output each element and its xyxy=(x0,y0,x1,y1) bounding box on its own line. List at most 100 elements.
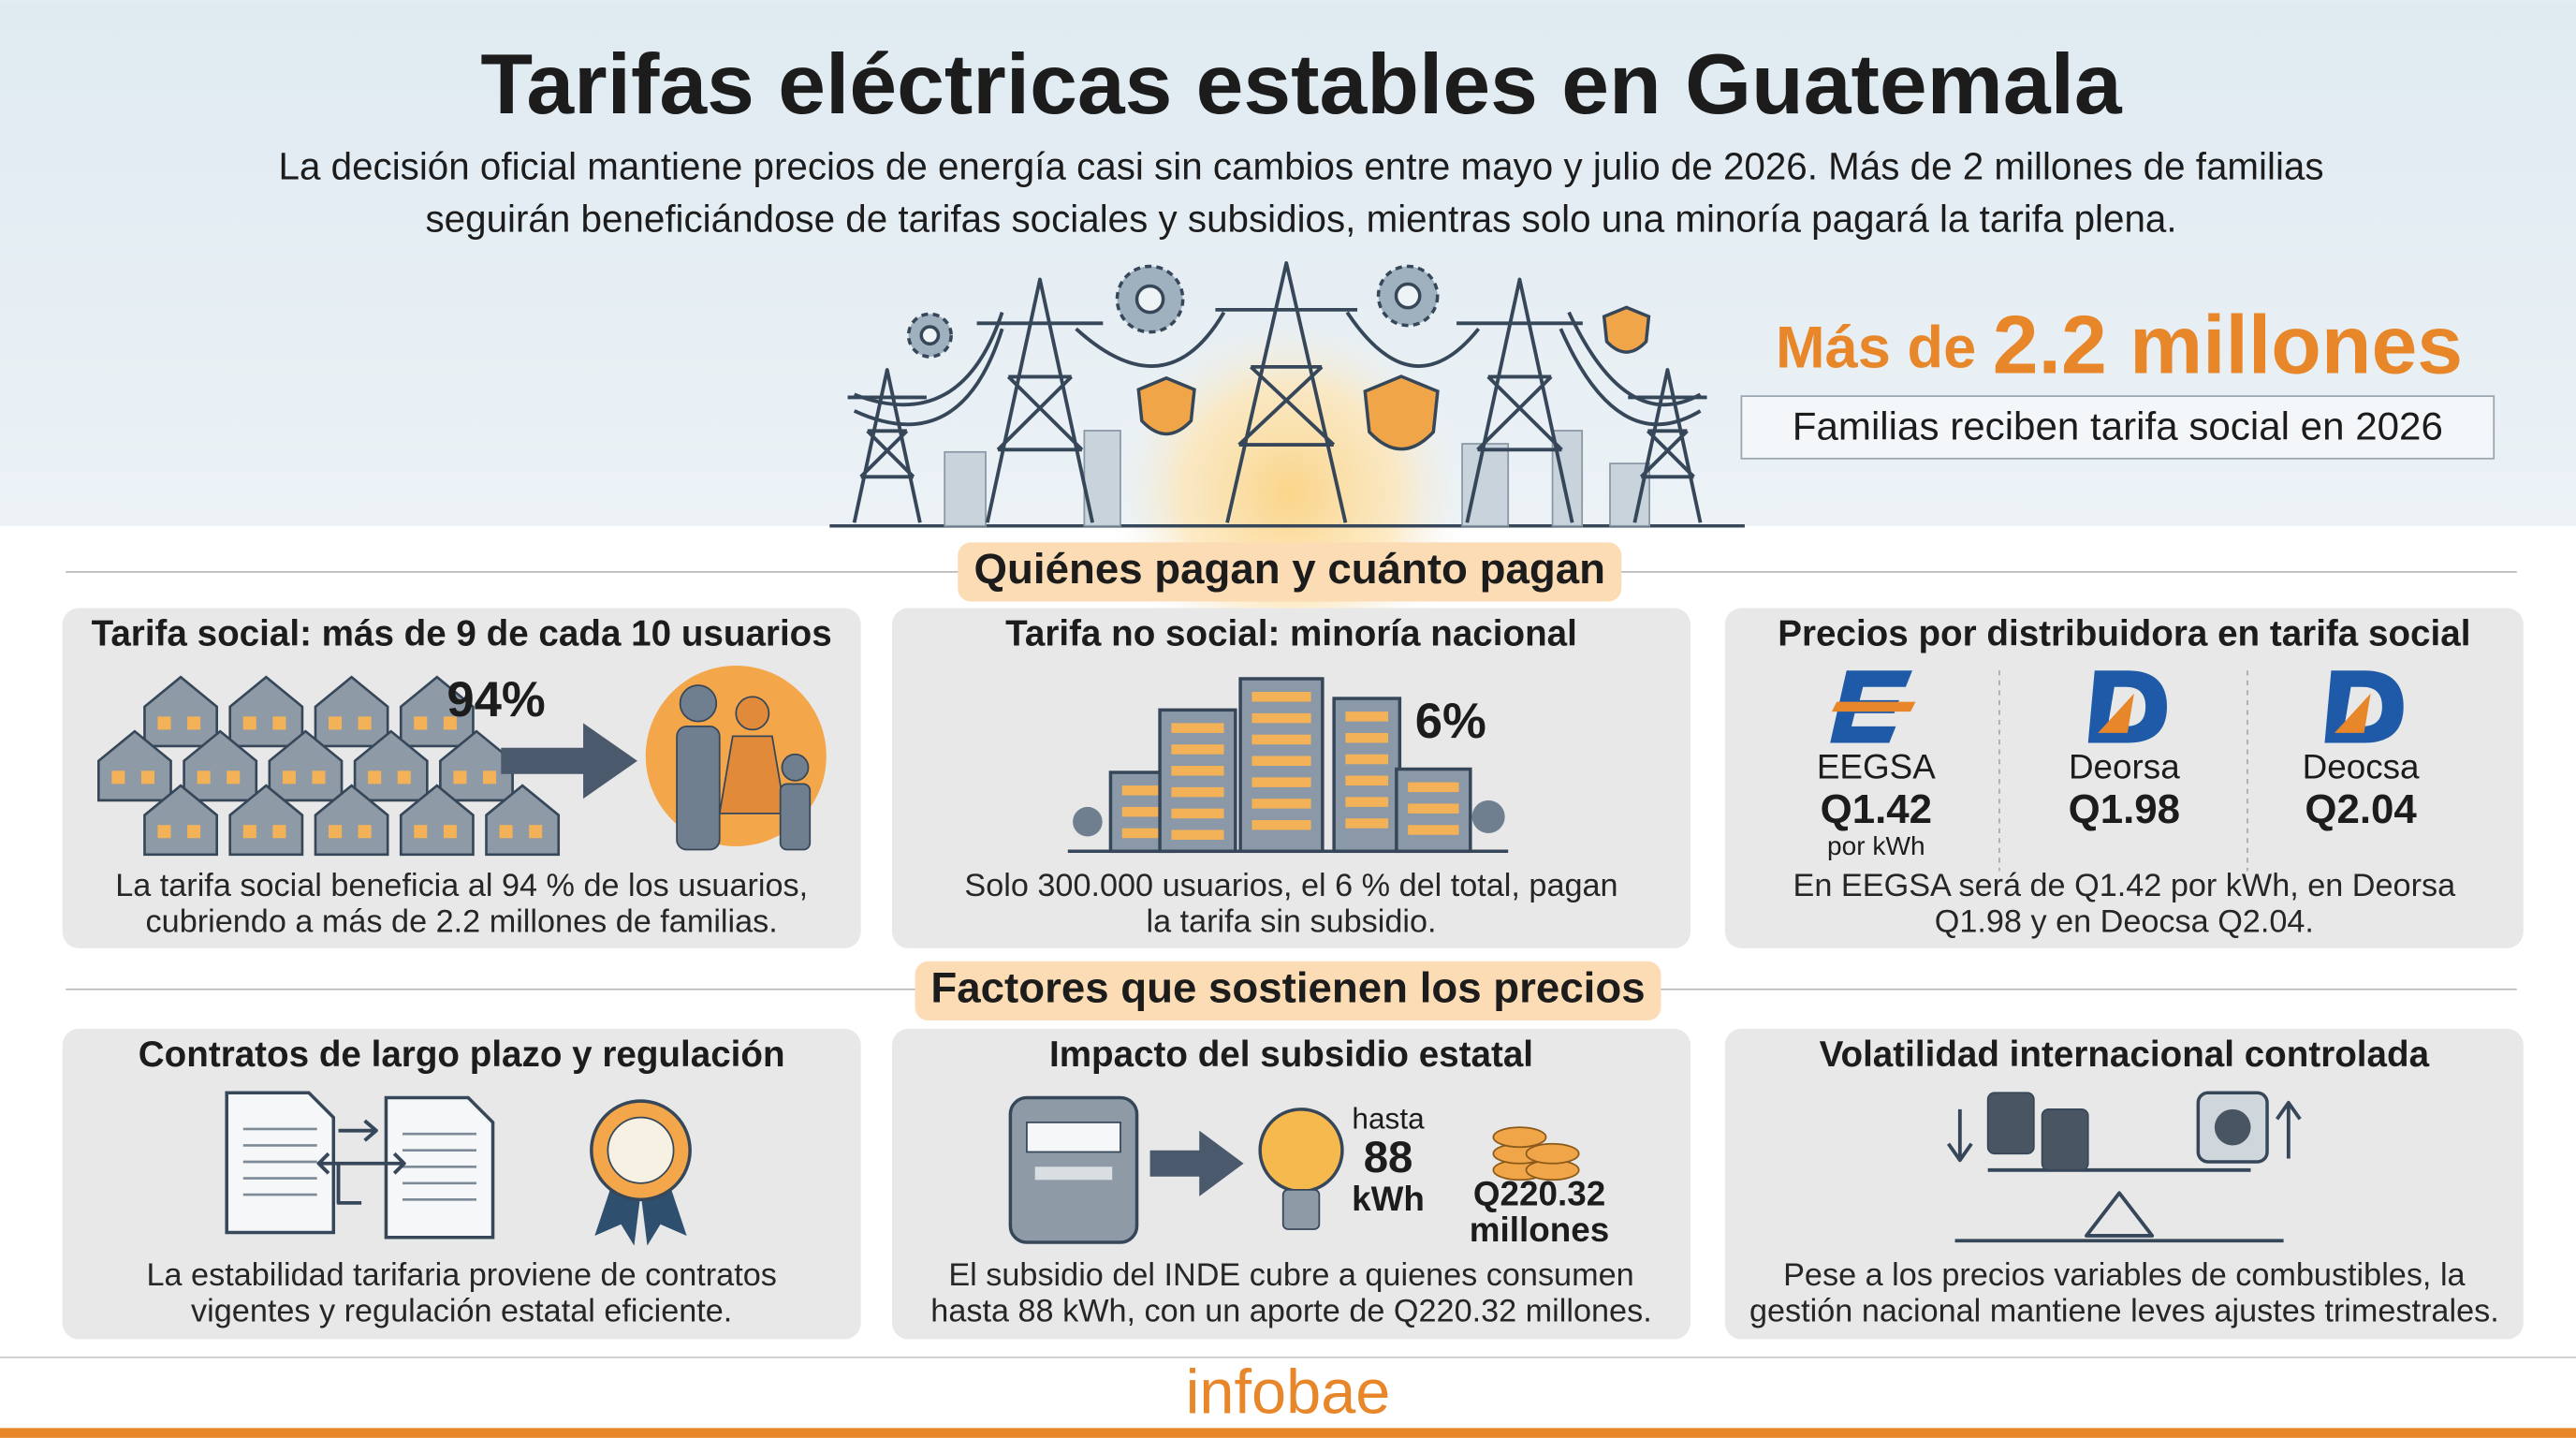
icon xyxy=(329,716,343,730)
card-title: Impacto del subsidio estatal xyxy=(1049,1034,1533,1075)
icon xyxy=(187,716,201,730)
icon xyxy=(1258,1108,1344,1194)
icon xyxy=(1525,1142,1580,1165)
icon xyxy=(2275,1100,2302,1159)
card-text: Q1.98 y en Deocsa Q2.04. xyxy=(1935,904,2314,940)
icon xyxy=(111,770,125,785)
icon xyxy=(453,770,467,785)
card-text: la tarifa sin subsidio. xyxy=(1146,904,1436,940)
distributor-price: Q2.04 xyxy=(2305,786,2417,832)
distributor-name: EEGSA xyxy=(1817,747,1936,785)
icon xyxy=(414,716,428,730)
icon xyxy=(312,770,326,785)
icon xyxy=(735,696,770,731)
icon xyxy=(1121,785,1162,796)
icon xyxy=(781,753,810,782)
decor xyxy=(944,450,987,527)
icon xyxy=(272,825,286,839)
icon xyxy=(1408,825,1459,835)
icon xyxy=(1026,1121,1121,1153)
card-text: Solo 300.000 usuarios, el 6 % del total,… xyxy=(964,868,1617,903)
highlight-caption: Familias reciben tarifa social en 2026 xyxy=(1793,404,2443,448)
caption-box xyxy=(1740,395,2496,460)
title: Tarifas eléctricas estables en Guatemala xyxy=(480,37,2123,132)
icon xyxy=(2214,1108,2251,1146)
icon xyxy=(1492,1126,1547,1149)
card-text: hasta 88 kWh, con un aporte de Q220.32 m… xyxy=(930,1294,1651,1329)
distributor-unit: por kWh xyxy=(1827,831,1925,860)
icon xyxy=(1281,1188,1321,1230)
icon xyxy=(607,1116,675,1184)
icon xyxy=(676,726,721,851)
decor xyxy=(1602,305,1651,354)
icon xyxy=(1149,1130,1244,1196)
card-title: Tarifa no social: minoría nacional xyxy=(1005,614,1577,654)
icon xyxy=(779,783,812,851)
icon xyxy=(187,825,201,839)
card: Contratos de largo plazo y regulación La … xyxy=(62,1028,861,1340)
icon xyxy=(272,716,286,730)
icon xyxy=(1471,800,1505,833)
icon xyxy=(2334,693,2371,733)
icon xyxy=(1345,754,1389,765)
icon xyxy=(1121,806,1162,817)
card-text: cubriendo a más de 2.2 millones de famil… xyxy=(146,904,778,940)
decor xyxy=(1394,282,1422,310)
card: Precios por distribuidora en tarifa soci… xyxy=(1724,608,2524,948)
icon xyxy=(1171,723,1224,733)
subtitle: La decisión oficial mantiene precios de … xyxy=(279,145,2324,188)
cards: Tarifa social: más de 9 de cada 10 usuar… xyxy=(62,608,2524,1340)
distributor-name: Deocsa xyxy=(2303,747,2420,785)
icon xyxy=(1251,777,1311,787)
icon xyxy=(679,684,718,723)
icon xyxy=(157,716,171,730)
card-title: Volatilidad internacional controlada xyxy=(1820,1034,2430,1075)
decor xyxy=(1083,430,1121,527)
icon xyxy=(1073,806,1103,837)
distributor-name: Deorsa xyxy=(2069,747,2180,785)
card-title: Contratos de largo plazo y regulación xyxy=(139,1034,785,1075)
icon xyxy=(1408,803,1459,814)
section-title: Quiénes pagan y cuánto pagan xyxy=(974,545,1605,593)
decor xyxy=(1136,375,1196,436)
icon xyxy=(358,716,372,730)
icon xyxy=(197,770,211,785)
card-title: Precios por distribuidora en tarifa soci… xyxy=(1778,614,2470,654)
card-text: En EEGSA será de Q1.42 por kWh, en Deors… xyxy=(1793,868,2457,903)
card: Tarifa social: más de 9 de cada 10 usuar… xyxy=(62,608,861,948)
icon xyxy=(1345,818,1389,829)
card-bg xyxy=(1724,1028,2524,1340)
icon xyxy=(1034,1167,1113,1181)
card-text: El subsidio del INDE cubre a quienes con… xyxy=(948,1257,1633,1293)
icon xyxy=(1831,701,1916,712)
card-bg xyxy=(1724,608,2524,948)
icon xyxy=(414,825,428,839)
subtitle: seguirán beneficiándose de tarifas socia… xyxy=(426,198,2177,241)
icon xyxy=(242,716,256,730)
subsidy-limit: hasta xyxy=(1352,1101,1425,1135)
section-pill xyxy=(915,961,1661,1021)
highlight-value: 2.2 millones xyxy=(1993,300,2463,391)
icon xyxy=(1171,766,1224,776)
icon xyxy=(1251,692,1311,702)
illustrations xyxy=(496,261,1745,1209)
distributor-price: Q1.98 xyxy=(2069,786,2180,832)
icon xyxy=(1408,782,1459,793)
card: Volatilidad internacional controlada Pese… xyxy=(1724,1028,2524,1340)
decor xyxy=(1134,284,1165,315)
card-text: gestión nacional mantiene leves ajustes … xyxy=(1749,1294,2499,1329)
card-text: Pese a los precios variables de combusti… xyxy=(1783,1257,2466,1293)
footer-bar xyxy=(0,1428,2576,1438)
decor xyxy=(919,325,941,346)
decor xyxy=(1456,277,1583,523)
card-text: vigentes y regulación estatal eficiente. xyxy=(191,1294,732,1329)
icon xyxy=(1954,1167,2284,1243)
decor xyxy=(976,277,1104,523)
icon xyxy=(1251,712,1311,724)
icon xyxy=(529,825,543,839)
icon xyxy=(1171,829,1224,840)
decor xyxy=(853,311,1702,427)
icon xyxy=(1345,732,1389,743)
card-title: Tarifa social: más de 9 de cada 10 usuar… xyxy=(92,614,832,654)
